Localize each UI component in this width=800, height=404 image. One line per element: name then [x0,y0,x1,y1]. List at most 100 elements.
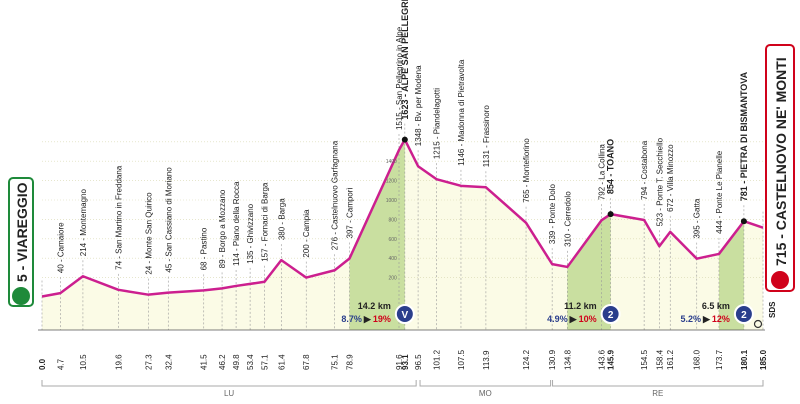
y-tick-label: 200 [388,276,397,282]
y-tick-label: 600 [388,237,397,243]
sector-bracket [41,380,417,387]
x-tick-label: 185.0 [759,349,768,370]
climb-gradient: 4.9% ▶ 10% [547,314,596,324]
waypoint-label: 395 - Gatta [693,198,702,239]
x-tick-label: 130.9 [548,349,557,370]
summit-dot [401,136,408,143]
climb-max: 10% [579,314,597,324]
start-box [8,177,34,307]
x-tick-label: 96.5 [414,354,423,370]
finish-label: 715 - CASTELNOVO NE' MONTI [773,57,789,266]
climb-length: 14.2 km [358,301,391,311]
waypoint-label: 135 - Ghivizzano [246,203,255,264]
waypoint-label: 672 - Villa Minozzo [666,144,675,212]
x-tick-label: 32.4 [164,354,173,370]
x-tick-label: 143.6 [598,349,607,370]
x-tick-label: 107.5 [457,349,466,370]
waypoint-label: 444 - Ponte Le Pianelle [715,150,724,234]
climb-arrow: ▶ [569,314,578,324]
waypoint-label: 1623 - ALPE SAN PELLEGRINO [400,0,410,120]
start-label: 5 - VIAREGGIO [14,182,30,282]
waypoint-label: 792 - La Collina [598,144,607,201]
sector-label: LU [224,389,234,398]
waypoint-label: 310 - Cerredolo [563,191,572,247]
x-tick-label: 61.4 [277,354,286,370]
start-icon [12,287,30,305]
waypoint-label: 45 - San Cassiano di Moriano [164,167,173,273]
waypoint-label: 1348 - Bv. per Modena [414,65,423,146]
summit-dot [740,218,747,225]
climb-avg: 5.2% [680,314,701,324]
climb-arrow: ▶ [702,314,711,324]
climb-length: 6.5 km [702,301,730,311]
sector-bracket [419,380,552,387]
y-tick-label: 1200 [386,179,397,185]
x-tick-label: 19.6 [114,354,123,370]
x-tick-label: 0.0 [38,358,47,370]
x-tick-label: 41.5 [200,354,209,370]
waypoint-label: 74 - San Martino in Freddana [114,165,123,270]
waypoint-label: 1146 - Madonna di Pietravolta [457,59,466,166]
x-tick-label: 180.1 [740,349,749,370]
sponsor-label: SDS [768,301,777,318]
sector-bracket [552,380,764,387]
waypoint-label: 781 - PIETRA DI BISMANTOVA [739,71,749,201]
waypoint-label: 854 - TOANO [606,139,616,194]
climb-category: 2 [741,310,747,321]
waypoint-label: 68 - Pastino [200,227,209,270]
y-tick-label: 1000 [386,198,397,204]
climb-max: 19% [373,314,391,324]
climb-category: 2 [608,310,614,321]
x-tick-label: 75.1 [331,354,340,370]
climb-area [567,214,611,330]
x-tick-label: 53.4 [246,354,255,370]
waypoint-label: 397 - Camporì [345,187,354,238]
x-tick-label: 154.5 [640,349,649,370]
x-tick-label: 168.0 [693,349,702,370]
y-tick-label: 800 [388,217,397,223]
x-tick-label: 78.9 [345,354,354,370]
waypoint-label: 24 - Monte San Quirico [144,192,153,275]
x-tick-label: 158.4 [655,349,664,370]
x-tick-label: 91.6 [395,354,404,370]
waypoint-label: 765 - Montefiorino [522,138,531,203]
waypoint-label: 523 - Ponte T. Secchiello [655,137,664,226]
x-tick-label: 67.8 [302,354,311,370]
climb-gradient: 8.7% ▶ 19% [341,314,390,324]
waypoint-label: 40 - Camaiore [56,222,65,273]
sector-label: RE [652,389,663,398]
x-tick-label: 134.8 [563,349,572,370]
x-tick-label: 124.2 [522,349,531,370]
sector-label: MO [479,389,492,398]
climb-length: 11.2 km [564,301,597,311]
waypoint-label: 276 - Castelnuovo Garfagnana [331,140,340,250]
climb-max: 12% [712,314,730,324]
waypoint-label: 89 - Borgo a Mozzano [218,189,227,268]
waypoint-label: 1131 - Frassinoro [482,105,491,168]
waypoint-label: 114 - Piano della Rocca [232,181,241,266]
waypoint-label: 200 - Campia [302,209,311,258]
climb-category-badge [733,304,754,324]
finish-icon [771,271,789,289]
climb-gradient: 5.2% ▶ 12% [680,314,729,324]
climb-category: V [402,310,409,321]
summit-dot [607,211,614,218]
climb-category-badge [600,304,621,324]
y-tick-label: 400 [388,256,397,262]
climb-category-badge [394,304,415,324]
x-tick-label: 113.9 [482,350,491,370]
x-tick-label: 57.1 [261,354,270,370]
x-tick-label: 101.2 [432,349,441,370]
waypoint-label: 214 - Montemagno [79,189,88,257]
x-tick-label: 173.7 [715,349,724,370]
climb-avg: 4.9% [547,314,568,324]
climb-avg: 8.7% [341,314,362,324]
waypoint-label: 157 - Fornaci di Barga [261,182,270,262]
x-tick-label: 4.7 [56,358,65,370]
x-tick-label: 93.1 [401,354,410,370]
waypoint-label: 1215 - Piandelagotti [432,88,441,159]
climb-area [349,139,405,330]
finish-box [765,44,795,292]
x-tick-label: 161.2 [666,349,675,370]
x-tick-label: 46.2 [218,354,227,370]
